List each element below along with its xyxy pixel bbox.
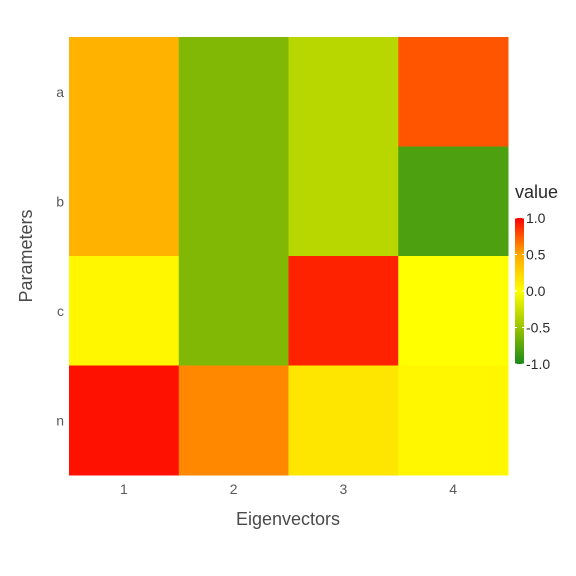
x-axis-title: Eigenvectors — [236, 509, 340, 529]
heatmap-cell-b-2 — [178, 146, 289, 257]
y-tick-label: n — [56, 412, 64, 428]
heatmap-cells — [69, 37, 509, 476]
heatmap-cell-n-1 — [69, 365, 180, 476]
y-tick-label: b — [56, 193, 64, 209]
heatmap-cell-a-1 — [69, 37, 180, 147]
x-tick-label: 4 — [449, 481, 457, 497]
legend-tick-label: -0.5 — [526, 320, 550, 336]
legend-tick-label: 0.5 — [526, 247, 546, 263]
legend-tick-label: 1.0 — [526, 210, 546, 226]
heatmap-cell-a-2 — [178, 37, 289, 147]
heatmap-cell-a-3 — [288, 37, 399, 147]
heatmap-cell-a-4 — [398, 37, 509, 147]
heatmap-cell-c-1 — [69, 256, 180, 366]
legend-ticks: 1.0 0.5 0.0 -0.5 -1.0 — [515, 210, 550, 372]
x-tick-label: 1 — [120, 481, 128, 497]
legend-title: value — [515, 182, 558, 202]
y-axis-title: Parameters — [16, 209, 36, 302]
heatmap-cell-b-1 — [69, 146, 180, 257]
legend-tick-label: -1.0 — [526, 356, 550, 372]
legend-color-bar — [515, 218, 524, 364]
x-tick-label: 2 — [230, 481, 238, 497]
heatmap-cell-n-3 — [288, 365, 399, 476]
y-tick-labels: a b c n — [56, 84, 64, 429]
heatmap-cell-b-4 — [398, 146, 509, 257]
x-tick-labels: 1 2 3 4 — [120, 481, 457, 497]
color-legend: value 1.0 0.5 0.0 -0.5 -1.0 — [515, 182, 558, 372]
heatmap-cell-n-2 — [178, 365, 289, 476]
y-tick-label: c — [57, 303, 64, 319]
x-tick-label: 3 — [339, 481, 347, 497]
heatmap-cell-c-2 — [178, 256, 289, 366]
heatmap-cell-b-3 — [288, 146, 399, 257]
y-tick-label: a — [56, 84, 64, 100]
legend-tick-label: 0.0 — [526, 283, 546, 299]
heatmap-cell-n-4 — [398, 365, 509, 476]
heatmap-cell-c-3 — [288, 256, 399, 366]
heatmap-cell-c-4 — [398, 256, 509, 366]
